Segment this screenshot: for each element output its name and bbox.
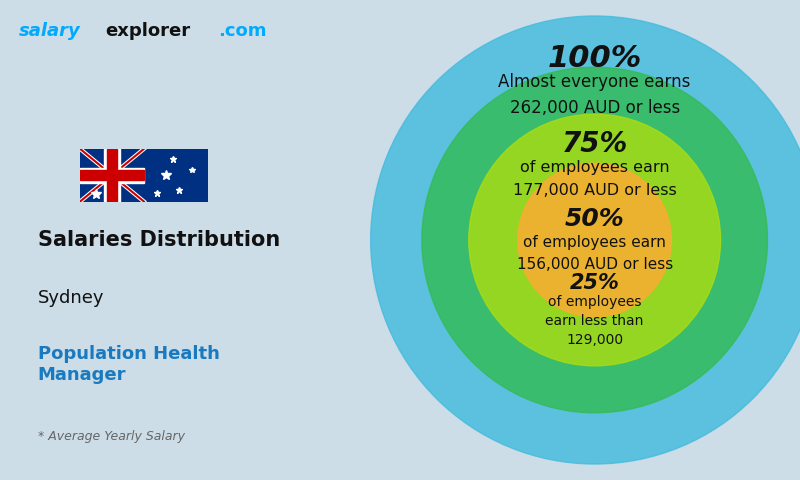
- Text: of employees earn: of employees earn: [523, 235, 666, 250]
- Text: Population Health
Manager: Population Health Manager: [38, 346, 219, 384]
- Bar: [107, 149, 117, 202]
- Text: salary: salary: [19, 22, 81, 40]
- Circle shape: [370, 16, 800, 464]
- Text: Salaries Distribution: Salaries Distribution: [38, 230, 280, 250]
- Text: 177,000 AUD or less: 177,000 AUD or less: [513, 183, 677, 198]
- Text: of employees: of employees: [548, 295, 642, 309]
- Text: 100%: 100%: [547, 44, 642, 73]
- Text: .com: .com: [218, 22, 266, 40]
- Bar: [104, 149, 120, 202]
- Text: 50%: 50%: [565, 207, 625, 231]
- Text: earn less than: earn less than: [546, 314, 644, 328]
- Bar: [80, 168, 144, 182]
- Text: of employees earn: of employees earn: [520, 160, 670, 175]
- Text: Sydney: Sydney: [38, 288, 104, 307]
- Circle shape: [422, 67, 767, 413]
- Text: Almost everyone earns: Almost everyone earns: [498, 73, 691, 91]
- Text: 25%: 25%: [570, 273, 620, 293]
- Text: 262,000 AUD or less: 262,000 AUD or less: [510, 99, 680, 117]
- Text: * Average Yearly Salary: * Average Yearly Salary: [38, 430, 185, 444]
- Circle shape: [518, 163, 671, 317]
- Text: explorer: explorer: [106, 22, 190, 40]
- Text: 75%: 75%: [562, 130, 628, 158]
- Text: 129,000: 129,000: [566, 333, 623, 347]
- Circle shape: [469, 114, 721, 366]
- Text: 156,000 AUD or less: 156,000 AUD or less: [517, 257, 673, 272]
- Bar: [80, 170, 144, 180]
